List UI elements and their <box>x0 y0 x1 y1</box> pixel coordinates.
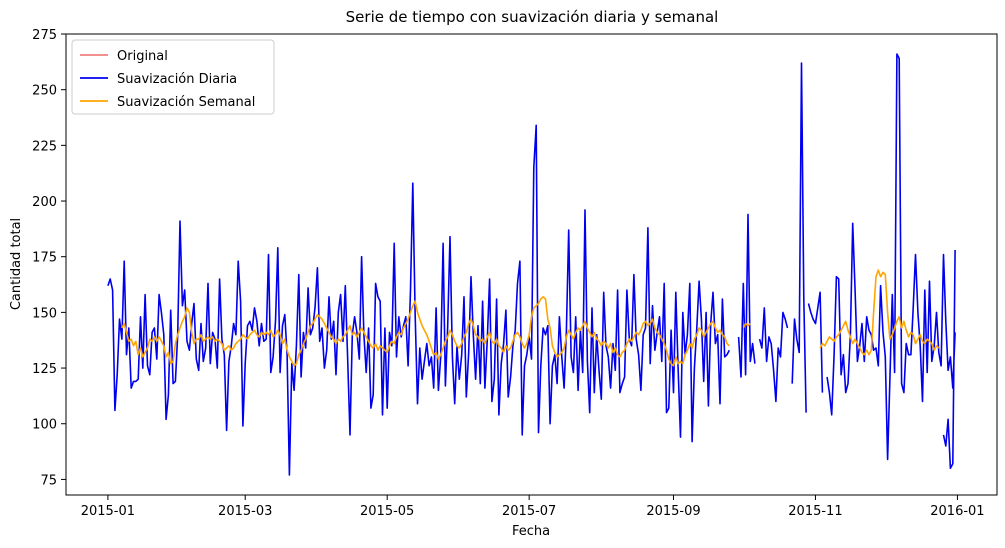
x-axis-label: Fecha <box>512 524 550 539</box>
y-tick-label: 125 <box>32 362 57 377</box>
series-line-3 <box>121 269 940 367</box>
series-layer <box>107 53 956 476</box>
chart-title: Serie de tiempo con suavización diaria y… <box>346 8 719 26</box>
y-tick-label: 275 <box>32 28 57 43</box>
series-line-2 <box>107 53 956 476</box>
x-axis: 2015-01 2015-03 2015-05 2015-07 2015-09 2015-… <box>81 495 985 519</box>
legend-label: Original <box>117 49 168 64</box>
y-tick-label: 75 <box>40 473 57 488</box>
y-tick-label: 175 <box>32 251 57 266</box>
x-tick-label: 2015-01 <box>81 504 135 519</box>
y-tick-label: 150 <box>32 306 57 321</box>
y-axis-label: Cantidad total <box>9 218 24 310</box>
x-tick-label: 2015-05 <box>360 504 414 519</box>
y-tick-label: 225 <box>32 139 57 154</box>
x-tick-label: 2015-11 <box>788 504 842 519</box>
y-tick-label: 100 <box>32 418 57 433</box>
y-axis: 75 100 125 150 175 200 225 250 275 <box>32 28 66 488</box>
legend-label: Suavización Semanal <box>117 95 255 110</box>
plot-frame <box>65 33 998 496</box>
x-tick-label: 2016-01 <box>930 504 984 519</box>
x-tick-label: 2015-07 <box>502 504 556 519</box>
x-tick-label: 2015-03 <box>218 504 272 519</box>
legend-label: Suavización Diaria <box>117 72 237 87</box>
legend-box <box>71 39 275 115</box>
legend: Original Suavización Diaria Suavización Se… <box>71 39 275 115</box>
y-tick-label: 200 <box>32 195 57 210</box>
y-tick-label: 250 <box>32 84 57 99</box>
x-tick-label: 2015-09 <box>646 504 700 519</box>
